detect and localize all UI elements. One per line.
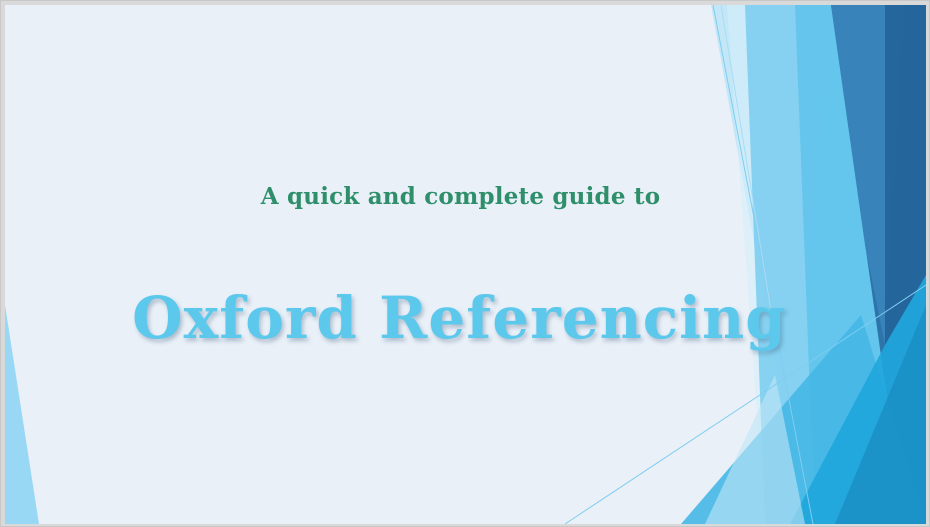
thin-diagonal-line-2 xyxy=(564,284,926,524)
bottom-pale-triangle xyxy=(705,375,805,524)
slide-subtitle[interactable]: A quick and complete guide to xyxy=(260,183,661,210)
background-decoration xyxy=(5,5,926,524)
slide-title[interactable]: Oxford Referencing xyxy=(132,284,787,352)
left-accent-shape xyxy=(5,305,39,524)
thin-diagonal-line-3 xyxy=(720,5,776,336)
slide-canvas[interactable]: A quick and complete guide to Oxford Ref… xyxy=(5,5,926,524)
right-deep-wedge xyxy=(885,5,926,345)
bottom-deep-triangle xyxy=(835,305,926,524)
